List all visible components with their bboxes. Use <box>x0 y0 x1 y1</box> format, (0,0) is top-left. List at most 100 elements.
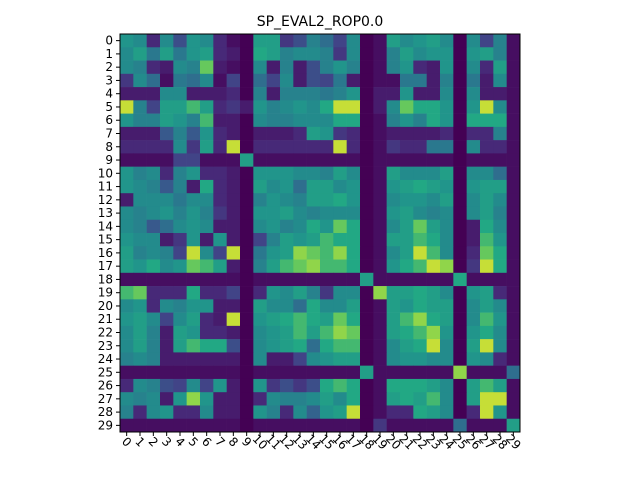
heatmap-cell-17-24 <box>440 259 454 274</box>
heatmap-cell-17-5 <box>186 259 201 274</box>
heatmap-cell-8-29 <box>506 140 521 154</box>
heatmap-cell-3-23 <box>426 73 441 88</box>
heatmap-cell-12-3 <box>160 193 174 207</box>
heatmap-cell-0-13 <box>293 34 307 48</box>
heatmap-cell-4-8 <box>226 87 241 101</box>
heatmap-cell-22-18 <box>360 325 374 340</box>
heatmap-cell-11-20 <box>386 179 401 194</box>
heatmap-cell-7-6 <box>200 126 214 141</box>
heatmap-cell-9-27 <box>480 153 494 167</box>
heatmap-cell-2-9 <box>240 60 254 75</box>
heatmap-cell-21-11 <box>266 312 281 327</box>
heatmap-cell-24-26 <box>466 352 481 366</box>
heatmap-cell-5-12 <box>280 100 294 114</box>
heatmap-cell-26-19 <box>373 378 387 393</box>
y-tick-label-23: 23 <box>98 339 113 353</box>
heatmap-cell-23-26 <box>466 339 481 353</box>
heatmap-cell-3-16 <box>333 73 347 88</box>
heatmap-cell-19-29 <box>506 286 521 300</box>
heatmap-cell-28-28 <box>493 405 507 420</box>
heatmap-cell-22-6 <box>200 325 214 340</box>
heatmap-cells <box>120 34 521 433</box>
heatmap-cell-5-18 <box>360 100 374 114</box>
heatmap-cell-2-26 <box>466 60 481 75</box>
heatmap-cell-21-19 <box>373 312 387 327</box>
heatmap-cell-8-11 <box>266 140 281 154</box>
heatmap-cell-27-16 <box>333 392 347 406</box>
heatmap-cell-14-5 <box>186 219 201 234</box>
heatmap-cell-7-0 <box>120 126 134 141</box>
heatmap-cell-4-24 <box>440 87 454 101</box>
heatmap-cell-12-1 <box>133 193 147 207</box>
heatmap-cell-23-10 <box>253 339 267 353</box>
heatmap-cell-16-13 <box>293 246 307 260</box>
heatmap-cell-5-5 <box>186 100 201 114</box>
heatmap-cell-22-11 <box>266 325 281 340</box>
heatmap-cell-22-5 <box>186 325 201 340</box>
heatmap-cell-13-10 <box>253 206 267 221</box>
heatmap-cell-27-14 <box>306 392 321 406</box>
heatmap-cell-19-10 <box>253 286 267 300</box>
heatmap-cell-2-11 <box>266 60 281 75</box>
y-tick-label-4: 4 <box>105 87 113 101</box>
heatmap-cell-26-23 <box>426 378 441 393</box>
heatmap-cell-11-22 <box>413 179 427 194</box>
heatmap-cell-19-18 <box>360 286 374 300</box>
y-tick-label-18: 18 <box>98 272 113 286</box>
heatmap-cell-11-29 <box>506 179 521 194</box>
heatmap-cell-3-15 <box>320 73 334 88</box>
heatmap-cell-8-10 <box>253 140 267 154</box>
heatmap-cell-26-10 <box>253 378 267 393</box>
heatmap-cell-3-24 <box>440 73 454 88</box>
heatmap-cell-16-14 <box>306 246 321 260</box>
x-tick-label-4: 4 <box>172 434 187 449</box>
heatmap-cell-18-8 <box>226 272 241 287</box>
heatmap-cell-8-24 <box>440 140 454 154</box>
heatmap-cell-25-29 <box>506 365 521 380</box>
heatmap-cell-25-9 <box>240 365 254 380</box>
heatmap-cell-17-26 <box>466 259 481 274</box>
heatmap-cell-22-13 <box>293 325 307 340</box>
heatmap-cell-22-25 <box>453 325 467 340</box>
heatmap-cell-18-15 <box>320 272 334 287</box>
heatmap-cell-26-12 <box>280 378 294 393</box>
heatmap-cell-18-6 <box>200 272 214 287</box>
heatmap-cell-15-22 <box>413 233 427 247</box>
heatmap-cell-17-22 <box>413 259 427 274</box>
heatmap-cell-5-25 <box>453 100 467 114</box>
heatmap-cell-28-7 <box>213 405 227 420</box>
x-tick-label-29: 29 <box>503 432 524 453</box>
heatmap-cell-15-24 <box>440 233 454 247</box>
heatmap-cell-3-27 <box>480 73 494 88</box>
heatmap-cell-13-20 <box>386 206 401 221</box>
heatmap-cell-8-22 <box>413 140 427 154</box>
heatmap-cell-28-1 <box>133 405 147 420</box>
heatmap-cell-1-23 <box>426 47 441 61</box>
heatmap-cell-10-16 <box>333 166 347 181</box>
heatmap-cell-1-24 <box>440 47 454 61</box>
heatmap-cell-27-28 <box>493 392 507 406</box>
heatmap-cell-1-19 <box>373 47 387 61</box>
heatmap-cell-2-2 <box>146 60 161 75</box>
x-tick-label-6: 6 <box>199 434 214 449</box>
heatmap-cell-23-9 <box>240 339 254 353</box>
heatmap-cell-11-16 <box>333 179 347 194</box>
heatmap-cell-29-11 <box>266 418 281 433</box>
heatmap-cell-22-2 <box>146 325 161 340</box>
heatmap-cell-28-15 <box>320 405 334 420</box>
heatmap-cell-13-16 <box>333 206 347 221</box>
heatmap-cell-0-29 <box>506 34 521 48</box>
heatmap-cell-21-2 <box>146 312 161 327</box>
x-tick-label-1: 1 <box>132 434 147 449</box>
heatmap-cell-21-29 <box>506 312 521 327</box>
heatmap-cell-21-0 <box>120 312 134 327</box>
heatmap-cell-28-22 <box>413 405 427 420</box>
heatmap-cell-13-14 <box>306 206 321 221</box>
heatmap-cell-20-29 <box>506 299 521 313</box>
heatmap-cell-9-1 <box>133 153 147 167</box>
heatmap-cell-21-18 <box>360 312 374 327</box>
heatmap-cell-6-14 <box>306 113 321 128</box>
heatmap-cell-14-24 <box>440 219 454 234</box>
heatmap-cell-27-2 <box>146 392 161 406</box>
heatmap-cell-18-5 <box>186 272 201 287</box>
